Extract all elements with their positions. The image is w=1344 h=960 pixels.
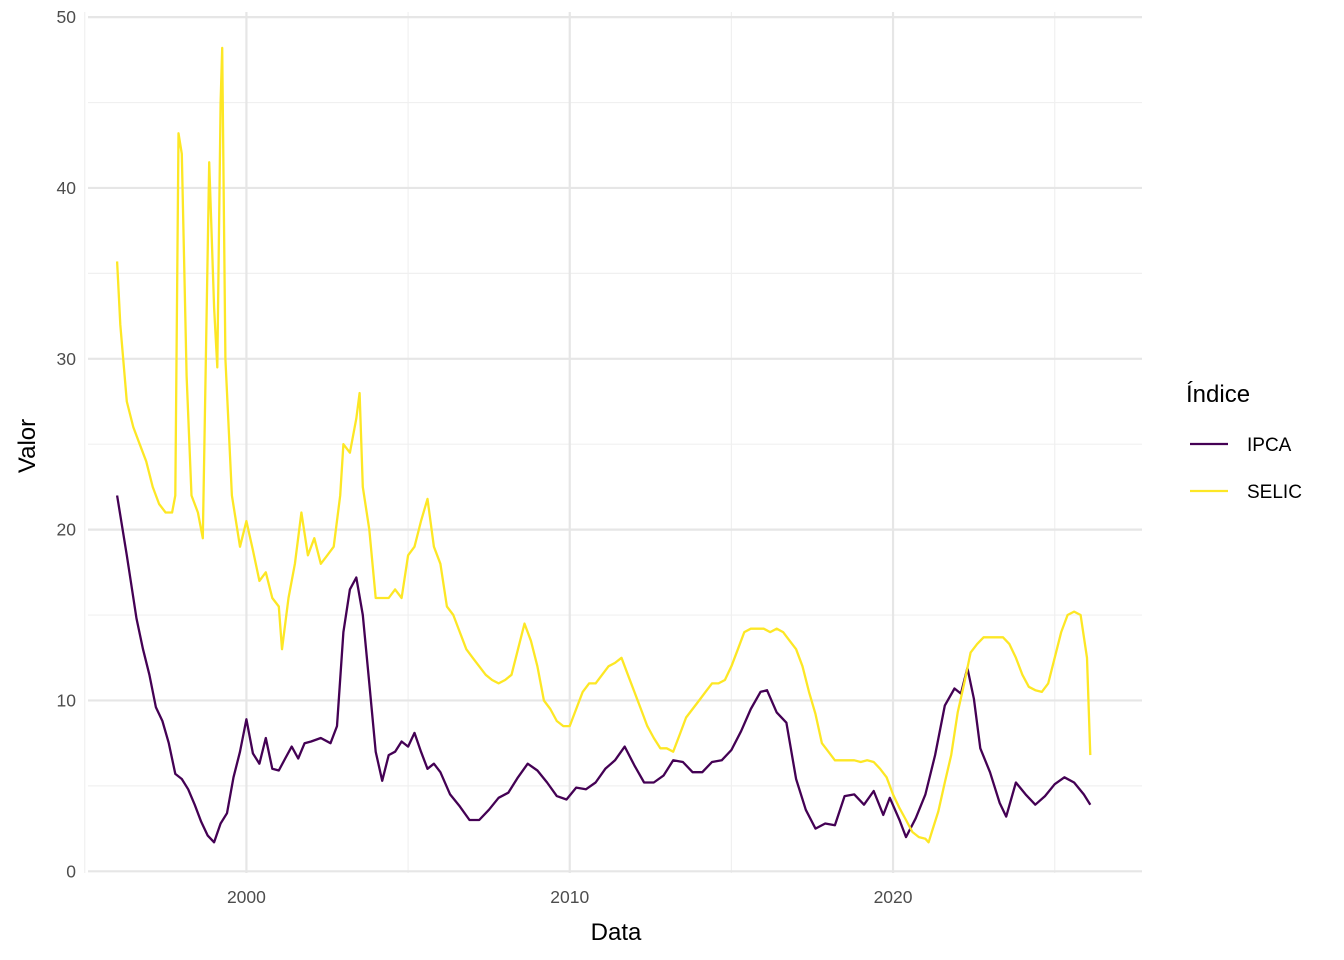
y-axis-tick-labels: 0 10 20 30 40 50 [57, 7, 77, 881]
legend-item-selic: SELIC [1190, 482, 1302, 503]
minor-gridlines [84, 12, 1142, 873]
legend-title: Índice [1186, 381, 1250, 408]
y-tick-label: 50 [57, 7, 77, 27]
x-axis-title: Data [591, 919, 642, 946]
x-tick-label: 2020 [874, 887, 913, 907]
series-lines [115, 46, 1092, 844]
series-line-ipca [115, 495, 1092, 844]
y-tick-label: 30 [57, 349, 77, 369]
legend: Índice IPCA SELIC [1186, 381, 1302, 503]
x-tick-label: 2000 [227, 887, 266, 907]
legend-label-ipca: IPCA [1247, 435, 1292, 456]
y-tick-label: 0 [66, 861, 76, 881]
legend-item-ipca: IPCA [1190, 435, 1292, 456]
y-tick-label: 40 [57, 178, 77, 198]
y-tick-label: 10 [57, 690, 77, 710]
major-gridlines [88, 12, 1142, 873]
x-axis-tick-labels: 2000 2010 2020 [227, 887, 913, 907]
series-line-selic [115, 46, 1092, 844]
y-tick-label: 20 [57, 520, 77, 540]
legend-label-selic: SELIC [1247, 482, 1302, 503]
y-axis-title: Valor [14, 419, 41, 473]
x-tick-label: 2010 [550, 887, 589, 907]
